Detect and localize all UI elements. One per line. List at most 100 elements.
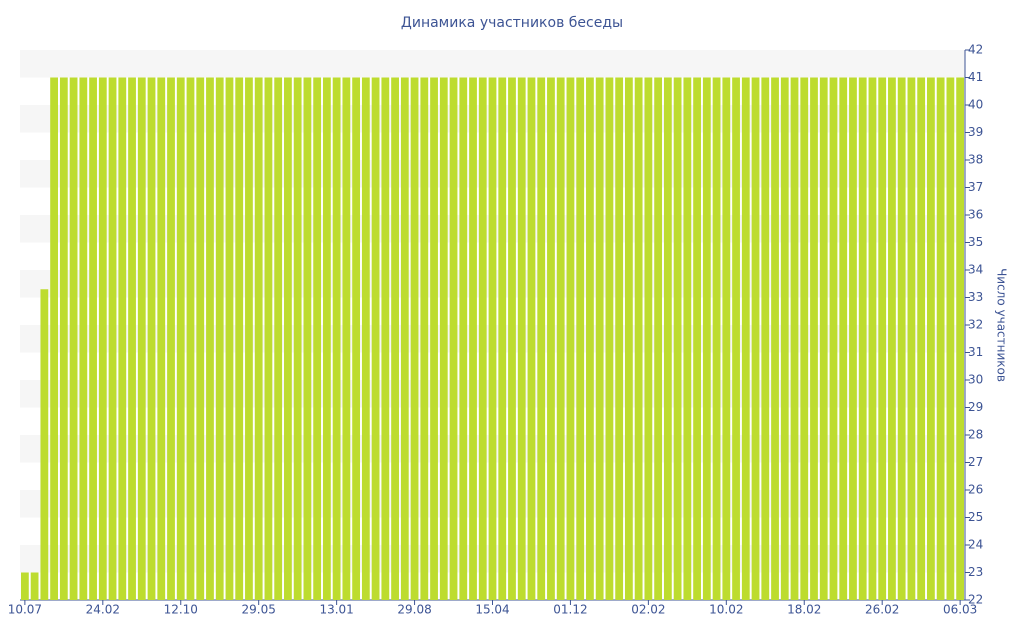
bar [361,77,370,600]
bar [157,77,166,600]
bar [673,77,682,600]
bar [576,77,585,600]
bar [712,77,721,600]
bar [810,77,818,600]
bar [293,77,302,600]
bar [225,77,234,600]
bar [79,77,88,600]
x-tick-label: 10.07 [8,603,42,617]
y-tick-label: 41 [968,70,983,84]
bar [254,77,263,600]
bar [946,77,955,600]
x-tick-label: 29.05 [242,603,276,617]
x-tick-label: 15.04 [475,603,509,617]
y-tick-label: 25 [968,510,983,524]
bar [322,77,331,600]
bar [196,77,205,600]
bar [176,77,185,600]
bar [566,77,575,600]
bar [284,77,292,600]
bar [98,77,107,600]
y-tick-label: 27 [968,455,983,469]
bar [702,77,711,600]
bar [303,77,312,600]
bar [371,77,380,600]
y-tick-label: 39 [968,125,983,139]
bar [89,77,97,600]
bar [858,77,867,600]
bar [245,77,253,600]
bar [586,77,594,600]
bar [888,77,896,600]
bar [839,77,848,600]
bar [829,77,838,600]
y-tick-label: 34 [968,263,983,277]
bar [780,77,789,600]
y-tick-label: 28 [968,428,983,442]
bar [352,77,361,600]
y-tick-label: 23 [968,565,983,579]
bar [761,77,770,600]
x-tick-label: 18.02 [787,603,821,617]
bar [517,77,526,600]
y-tick-label: 42 [968,43,983,57]
bar [439,77,448,600]
bar [527,77,536,600]
bar [605,77,614,600]
bar [800,77,809,600]
bar [137,77,146,600]
y-axis-label: Число участников [995,268,1009,382]
bar [927,77,935,600]
bar [741,77,750,600]
x-tick-label: 10.02 [709,603,743,617]
x-tick-label: 24.02 [86,603,120,617]
y-tick-label: 38 [968,153,983,167]
bar [332,77,341,600]
bar [50,77,58,600]
bar [693,77,701,600]
bar [147,77,156,600]
bar [508,77,516,600]
bar [235,77,244,600]
bar [595,77,604,600]
bar [683,77,692,600]
y-tick-label: 30 [968,373,983,387]
bar [30,572,39,600]
bar [644,77,653,600]
bar [907,77,916,600]
y-tick-label: 29 [968,400,983,414]
bar [790,77,799,600]
bar [849,77,857,600]
bar [663,77,672,600]
bar [108,77,117,600]
bar [410,77,419,600]
bar [956,77,965,600]
y-tick-label: 37 [968,180,983,194]
bar [878,77,887,600]
bar [40,289,49,600]
bar [20,572,29,600]
bar [313,77,322,600]
x-tick-label: 01.12 [553,603,587,617]
x-tick-label: 12.10 [164,603,198,617]
bar [167,77,175,600]
bar [420,77,429,600]
bar [118,77,127,600]
bar [274,77,283,600]
bar [59,77,68,600]
bar [430,77,438,600]
bar [537,77,546,600]
bar [722,77,731,600]
bar [69,77,78,600]
x-tick-label: 06.03 [943,603,977,617]
bar [732,77,740,600]
bar [459,77,468,600]
bar [264,77,273,600]
bar [186,77,195,600]
bar [624,77,633,600]
bar [215,77,224,600]
bar [751,77,760,600]
bar [819,77,828,600]
bar [654,77,663,600]
